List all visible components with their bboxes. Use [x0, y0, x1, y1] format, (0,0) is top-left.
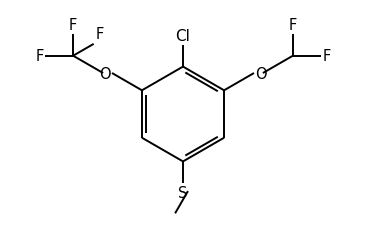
Text: F: F — [69, 18, 77, 33]
Text: Cl: Cl — [175, 29, 190, 44]
Text: F: F — [35, 49, 44, 64]
Text: F: F — [289, 18, 297, 33]
Text: S: S — [178, 185, 188, 200]
Text: O: O — [99, 66, 111, 81]
Text: F: F — [96, 27, 104, 42]
Text: O: O — [255, 66, 267, 81]
Text: F: F — [323, 49, 331, 64]
